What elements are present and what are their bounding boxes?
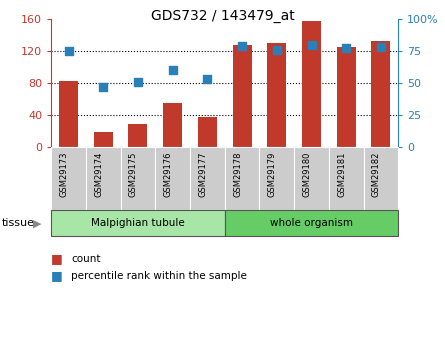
Text: tissue: tissue [2, 218, 35, 228]
Bar [337, 47, 356, 147]
Bar [329, 147, 364, 210]
Text: GSM29175: GSM29175 [129, 152, 138, 197]
Point [273, 47, 280, 52]
Point [134, 79, 142, 84]
Point [169, 67, 176, 73]
Point [343, 46, 350, 51]
Bar [163, 103, 182, 147]
Bar [121, 147, 155, 210]
Text: GSM29181: GSM29181 [337, 152, 346, 197]
Bar [51, 210, 225, 236]
Bar [51, 147, 86, 210]
Point [377, 44, 384, 50]
Text: GSM29182: GSM29182 [372, 152, 381, 197]
Bar [59, 81, 78, 147]
Bar [198, 117, 217, 147]
Text: percentile rank within the sample: percentile rank within the sample [71, 271, 247, 281]
Bar [94, 132, 113, 147]
Text: ■: ■ [51, 269, 63, 283]
Bar [190, 147, 225, 210]
Point [308, 42, 315, 47]
Text: whole organism: whole organism [270, 218, 353, 228]
Point [65, 48, 72, 54]
Bar [129, 124, 147, 147]
Point [239, 43, 246, 49]
Text: count: count [71, 254, 101, 264]
Point [204, 76, 211, 82]
Bar [302, 21, 321, 147]
Bar [86, 147, 121, 210]
Bar [233, 45, 251, 147]
Text: GSM29174: GSM29174 [94, 152, 103, 197]
Text: GDS732 / 143479_at: GDS732 / 143479_at [150, 9, 295, 23]
Text: GSM29179: GSM29179 [268, 152, 277, 197]
Bar [225, 147, 259, 210]
Text: GSM29176: GSM29176 [164, 152, 173, 197]
Text: GSM29173: GSM29173 [60, 152, 69, 197]
Text: ▶: ▶ [32, 218, 41, 228]
Bar [267, 43, 286, 147]
Bar [294, 147, 329, 210]
Text: ■: ■ [51, 252, 63, 265]
Bar [259, 147, 294, 210]
Bar [364, 147, 398, 210]
Text: Malpighian tubule: Malpighian tubule [91, 218, 185, 228]
Text: GSM29180: GSM29180 [303, 152, 312, 197]
Point [100, 84, 107, 89]
Bar [372, 41, 390, 147]
Bar [225, 210, 398, 236]
Bar [155, 147, 190, 210]
Text: GSM29178: GSM29178 [233, 152, 242, 197]
Text: GSM29177: GSM29177 [198, 152, 207, 197]
